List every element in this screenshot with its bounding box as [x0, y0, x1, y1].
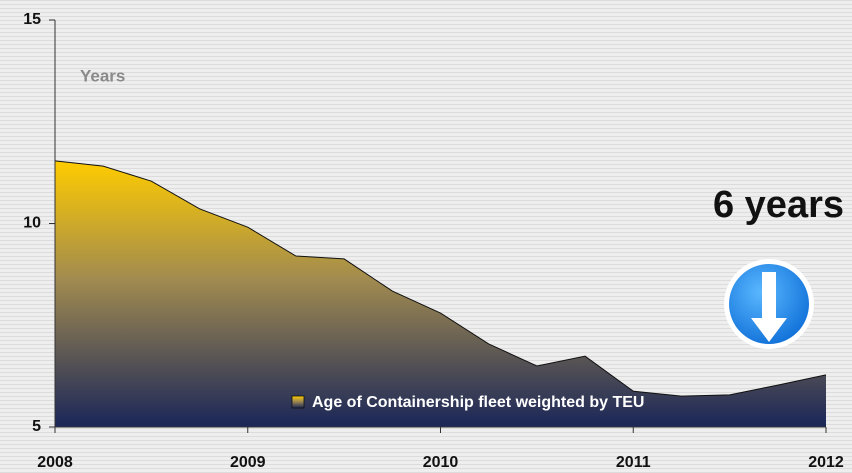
x-tick-label: 2011 [616, 454, 651, 471]
legend-swatch [292, 396, 304, 408]
x-tick-label: 2009 [230, 454, 266, 471]
x-tick-label: 2012 [808, 454, 844, 471]
legend-label: Age of Containership fleet weighted by T… [312, 394, 644, 411]
down-arrow-icon [724, 259, 814, 349]
chart: Age of Containership fleet weighted by T… [0, 0, 852, 473]
y-tick-label: 10 [23, 215, 41, 232]
x-tick-label: 2010 [423, 454, 459, 471]
headline: 6 years [713, 184, 844, 226]
y-tick-label: 5 [32, 418, 41, 435]
x-tick-label: 2008 [37, 454, 73, 471]
y-tick-label: 15 [23, 11, 41, 28]
unit-label: Years [80, 66, 125, 85]
